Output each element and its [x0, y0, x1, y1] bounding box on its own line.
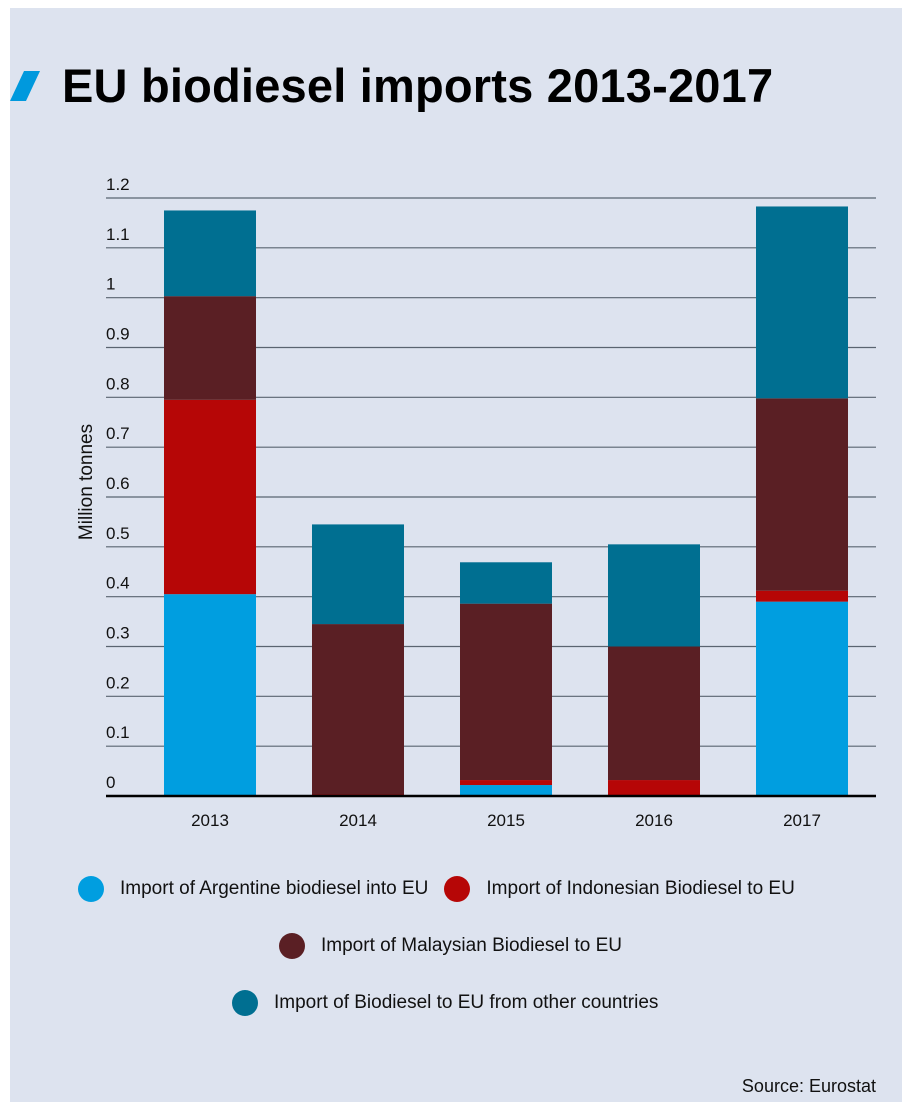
y-tick-label: 1.1 [106, 225, 130, 244]
bar-segment [460, 562, 552, 604]
chart-panel [10, 8, 902, 1102]
stacked-bar-chart: 0 0.1 0.2 0.3 0.4 0.5 0.6 0.7 0.8 0.9 1 1.1 1.2 2013 2… [76, 175, 876, 830]
y-tick-label: 1 [106, 275, 115, 294]
bar-segment [460, 603, 552, 781]
y-tick-label: 0.5 [106, 524, 130, 543]
y-tick-label: 0.3 [106, 624, 130, 643]
y-tick-label: 0.4 [106, 574, 130, 593]
x-tick-label: 2013 [191, 811, 229, 830]
axes: 0 0.1 0.2 0.3 0.4 0.5 0.6 0.7 0.8 0.9 1 1.1 1.2 2013 2… [106, 175, 876, 830]
legend-item-argentina: Import of Argentine biodiesel into EU [78, 876, 428, 902]
bars [164, 206, 848, 796]
y-tick-label: 0.7 [106, 424, 130, 443]
chart-title: EU biodiesel imports 2013-2017 [62, 59, 774, 112]
source-note: Source: Eurostat [741, 1076, 876, 1096]
y-tick-label: 1.2 [106, 175, 130, 194]
bar-segment [164, 399, 256, 595]
legend-item-indonesia: Import of Indonesian Biodiesel to EU [444, 876, 795, 902]
legend-label-argentina: Import of Argentine biodiesel into EU [120, 878, 429, 899]
legend-item-malaysia: Import of Malaysian Biodiesel to EU [279, 933, 622, 959]
legend-label-indonesia: Import of Indonesian Biodiesel to EU [486, 878, 795, 899]
bar-segment [164, 210, 256, 297]
bar-segment [164, 296, 256, 400]
bar-segment [608, 780, 700, 796]
legend-swatch-other [232, 990, 258, 1016]
bar-segment [460, 780, 552, 786]
legend-row-2: Import of Malaysian Biodiesel to EU [279, 933, 622, 959]
y-tick-label: 0 [106, 773, 115, 792]
bar-segment [756, 398, 848, 591]
y-tick-label: 0.8 [106, 374, 130, 393]
legend-label-malaysia: Import of Malaysian Biodiesel to EU [321, 935, 622, 956]
bar-segment [312, 524, 404, 625]
legend-item-other: Import of Biodiesel to EU from other cou… [232, 990, 658, 1016]
bar-segment [164, 594, 256, 796]
legend-row-3: Import of Biodiesel to EU from other cou… [232, 990, 658, 1016]
bar-segment [608, 646, 700, 781]
y-tick-label: 0.6 [106, 474, 130, 493]
bar-segment [756, 590, 848, 602]
bar-segment [460, 785, 552, 796]
legend-label-other: Import of Biodiesel to EU from other cou… [274, 992, 659, 1013]
y-tick-label: 0.9 [106, 325, 130, 344]
legend-swatch-argentina [78, 876, 104, 902]
bar-segment [756, 206, 848, 399]
y-tick-label: 0.2 [106, 673, 130, 692]
x-tick-label: 2016 [635, 811, 673, 830]
bar-segment [756, 601, 848, 796]
x-tick-label: 2017 [783, 811, 821, 830]
x-tick-label: 2014 [339, 811, 377, 830]
y-axis-label: Million tonnes [76, 424, 97, 540]
legend-swatch-malaysia [279, 933, 305, 959]
legend-row-1: Import of Argentine biodiesel into EU Im… [78, 876, 795, 902]
legend-swatch-indonesia [444, 876, 471, 902]
bar-segment [608, 544, 700, 647]
x-tick-label: 2015 [487, 811, 525, 830]
bar-segment [312, 624, 404, 795]
title-accent-icon [10, 71, 40, 101]
y-tick-label: 0.1 [106, 723, 130, 742]
